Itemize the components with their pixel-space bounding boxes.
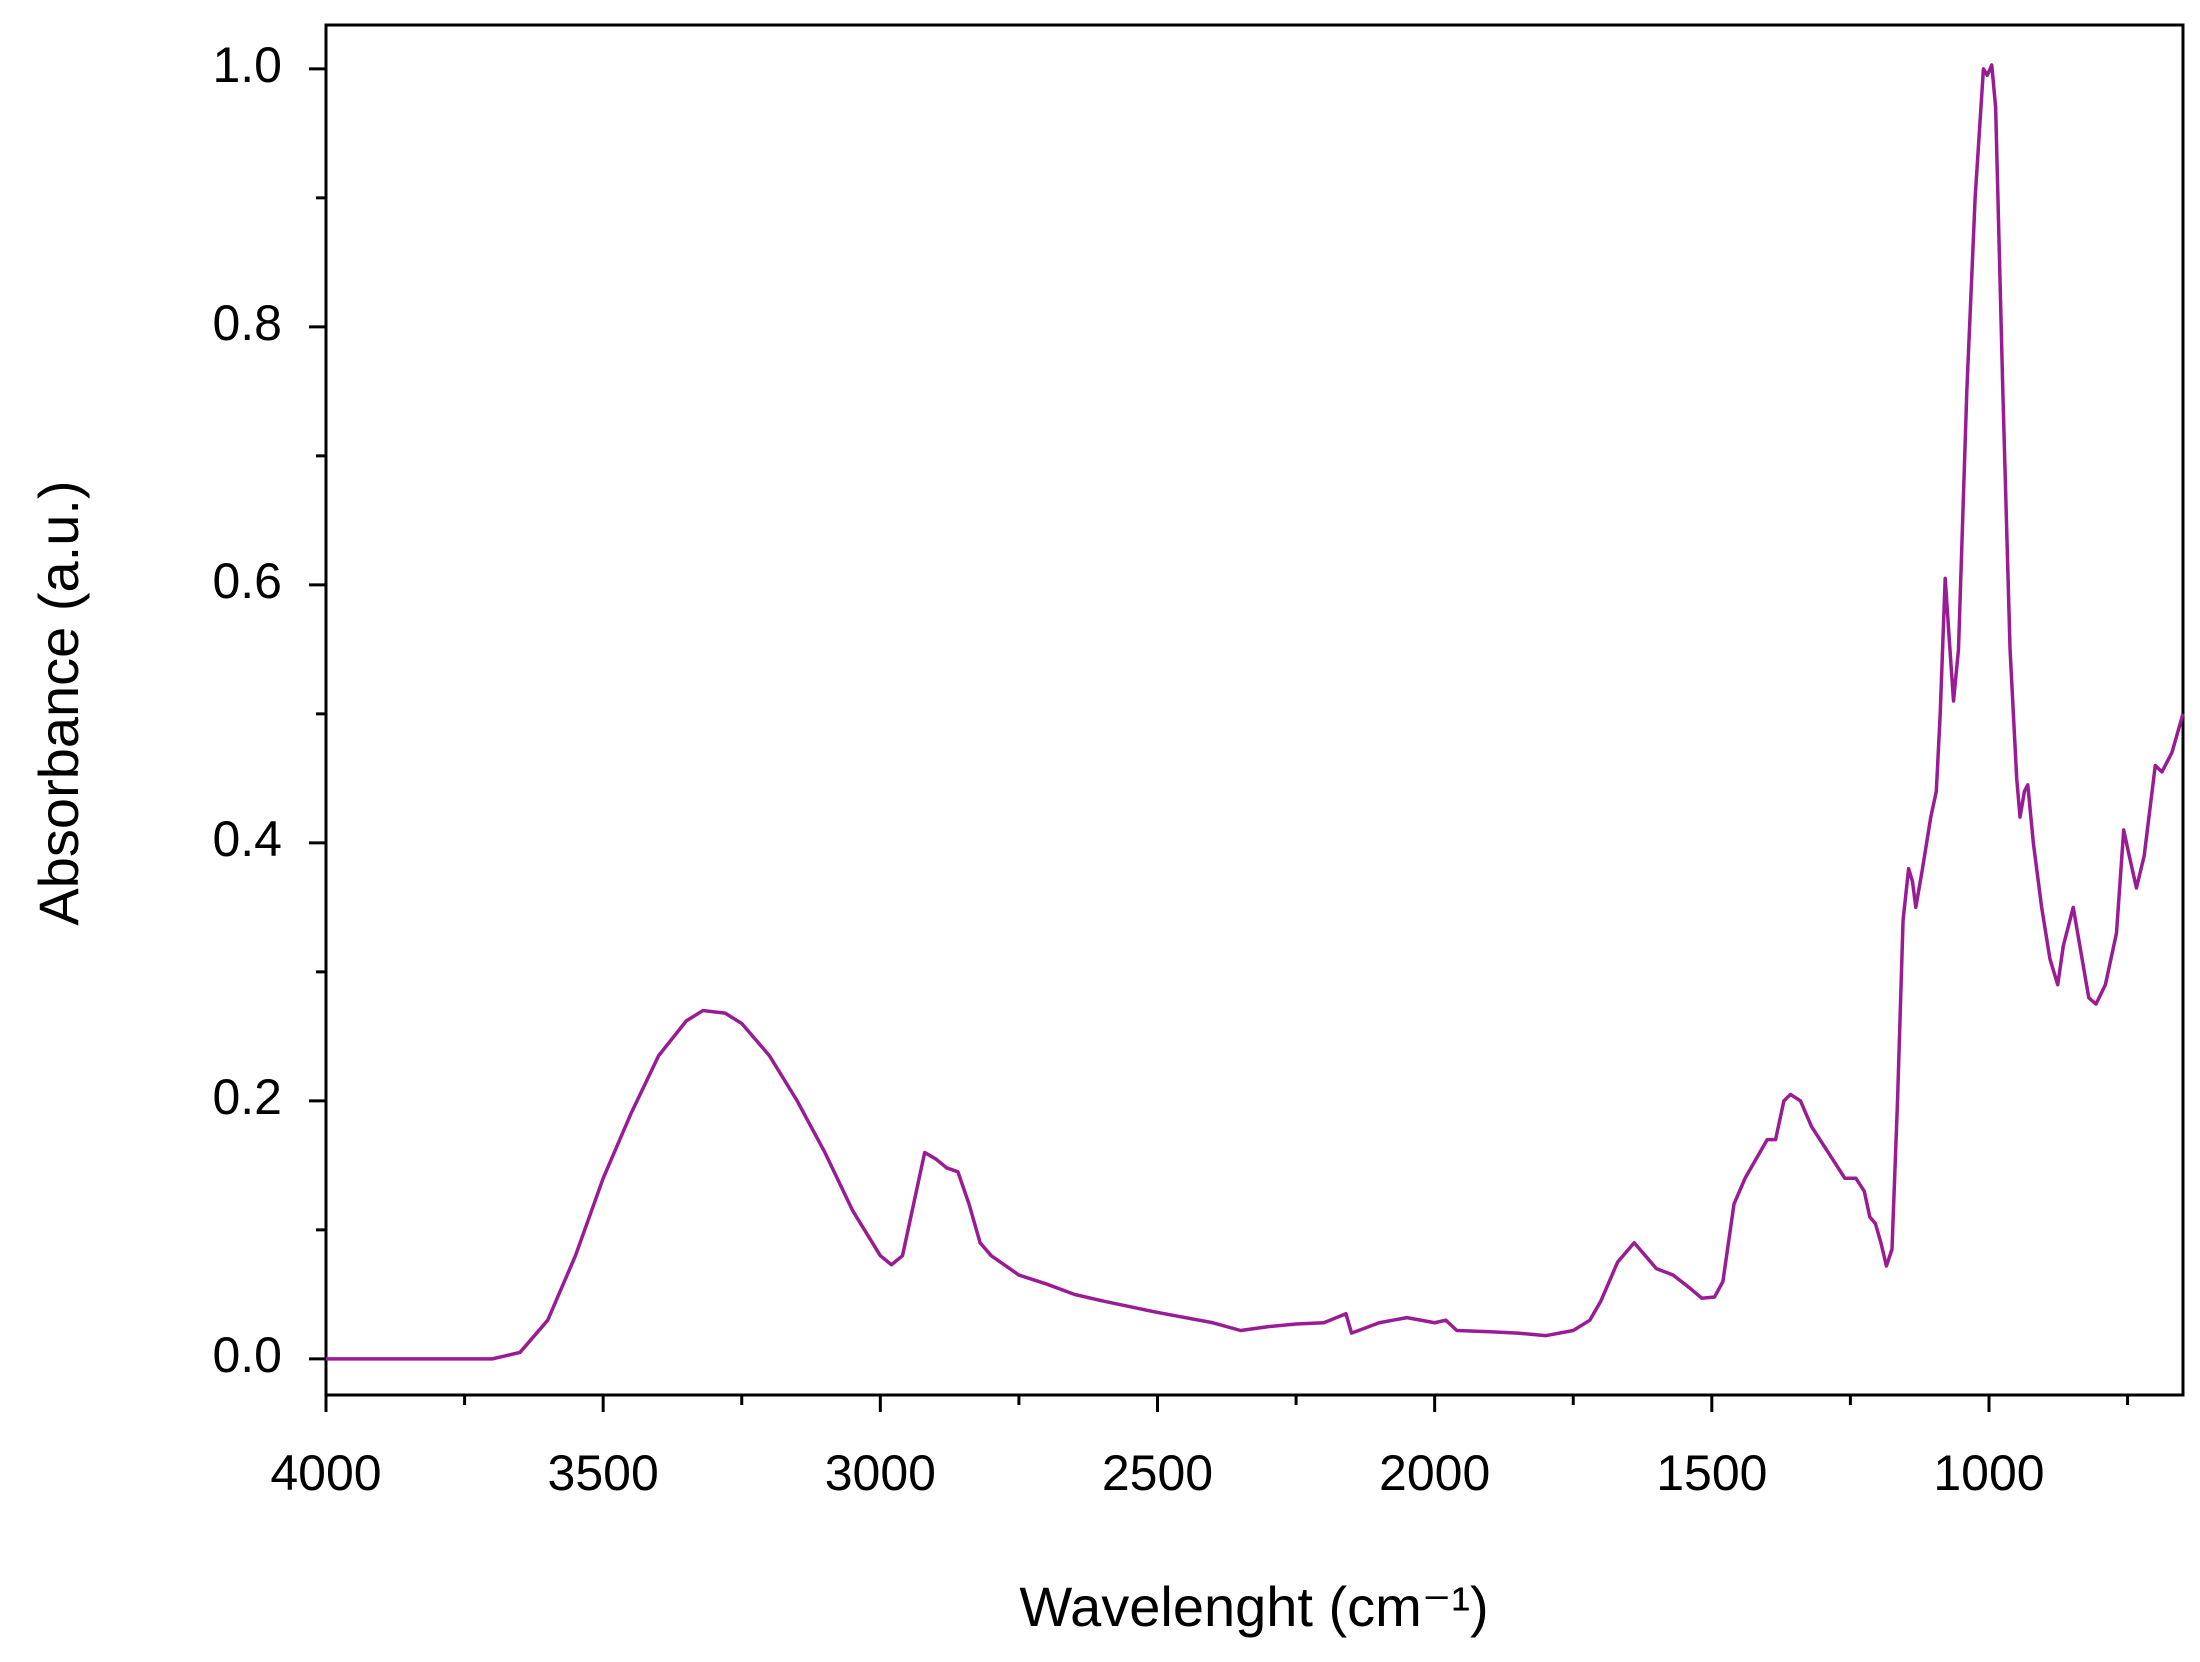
x-axis-title: Wavelenght (cm⁻¹) bbox=[1019, 1575, 1488, 1638]
y-axis-title: Absorbance (a.u.) bbox=[27, 480, 90, 925]
spectrum-line bbox=[326, 63, 2185, 1361]
y-tick-label: 0.0 bbox=[212, 1327, 282, 1383]
x-tick-label: 2000 bbox=[1379, 1445, 1490, 1501]
y-tick-label: 0.2 bbox=[212, 1069, 282, 1125]
y-tick-label: 1.0 bbox=[212, 37, 282, 93]
x-tick-label: 3000 bbox=[825, 1445, 936, 1501]
x-tick-label: 1000 bbox=[1933, 1445, 2044, 1501]
plot-frame bbox=[324, 23, 2185, 1397]
y-tick-label: 0.6 bbox=[212, 553, 282, 609]
x-tick-label: 4000 bbox=[270, 1445, 381, 1501]
y-tick-label: 0.8 bbox=[212, 295, 282, 351]
x-tick-label: 1500 bbox=[1656, 1445, 1767, 1501]
y-tick-label: 0.4 bbox=[212, 811, 282, 867]
x-tick-label: 3500 bbox=[548, 1445, 659, 1501]
x-tick-label: 2500 bbox=[1102, 1445, 1213, 1501]
